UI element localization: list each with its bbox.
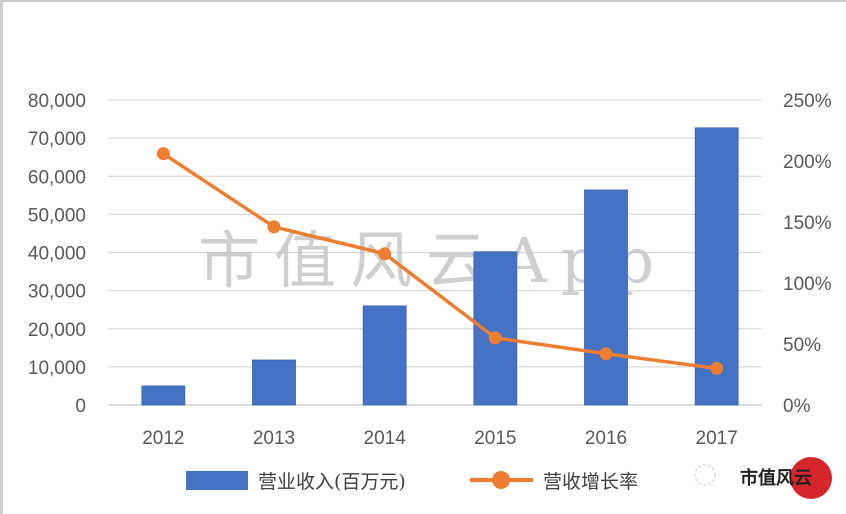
growth-marker-2012 [156,147,170,161]
left-axis-tick-label: 0 [75,396,86,417]
left-axis-tick-label: 20,000 [28,320,86,341]
right-axis-tick-label: 200% [783,152,832,173]
line-series [156,147,724,375]
bar-2016 [584,189,628,406]
right-axis-tick-label: 250% [783,91,832,112]
bar-2014 [362,305,407,406]
growth-marker-2016 [599,347,613,361]
x-axis-tick-label: 2015 [474,428,516,449]
left-axis-tick-label: 40,000 [28,244,86,265]
x-axis-tick-label: 2012 [142,428,184,449]
right-axis: 0% 50% 100% 150% 200% 250% [783,91,832,417]
left-axis-tick-label: 30,000 [28,282,86,303]
left-axis-tick-label: 50,000 [28,205,86,226]
bar-2013 [252,359,296,406]
left-axis: 0 10,000 20,000 30,000 40,000 50,000 60,000 70,… [28,91,86,417]
right-axis-tick-label: 50% [783,335,821,356]
legend-bar-swatch [186,471,248,490]
legend-line-marker [492,471,510,489]
right-axis-tick-label: 0% [783,396,811,417]
legend-bar-label: 营业收入(百万元) [258,471,406,493]
brand-label: 市值风云 [740,467,812,488]
x-axis-tick-label: 2013 [253,428,295,449]
bar-2012 [141,385,186,406]
growth-marker-2013 [267,220,281,234]
brand-logo: 市值风云 [694,457,832,499]
left-axis-tick-label: 80,000 [28,91,86,112]
growth-marker-2015 [488,331,502,345]
growth-marker-2014 [378,247,392,261]
x-axis-tick-label: 2017 [696,428,738,449]
left-axis-tick-label: 70,000 [28,129,86,150]
growth-marker-2017 [710,361,724,375]
right-axis-tick-label: 100% [783,274,832,295]
left-axis-tick-label: 60,000 [28,167,86,188]
growth-line [162,152,717,371]
bar-2017 [694,127,739,406]
legend: 营业收入(百万元) 营收增长率 [186,471,638,493]
right-axis-tick-label: 150% [783,213,832,234]
x-axis: 2012 2013 2014 2015 2016 2017 [142,428,738,449]
brand-red-circle-icon [790,457,832,499]
wechat-icon [694,464,716,486]
x-axis-tick-label: 2014 [364,428,407,449]
legend-line-label: 营收增长率 [543,471,638,493]
left-axis-tick-label: 10,000 [28,358,86,379]
x-axis-tick-label: 2016 [585,428,627,449]
bar-series [141,127,739,406]
